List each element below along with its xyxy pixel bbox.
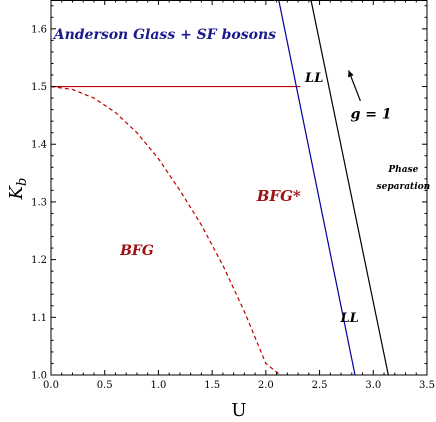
arrow-head bbox=[348, 70, 354, 78]
series-line-3 bbox=[278, 0, 356, 375]
y-tick-label: 1.6 bbox=[31, 24, 47, 35]
annotation-label: BFG bbox=[119, 243, 154, 259]
series-layer bbox=[51, 0, 389, 375]
x-tick-label: 3.5 bbox=[419, 380, 435, 391]
plot-frame bbox=[50, 0, 428, 376]
annotation-label: separation bbox=[377, 182, 431, 192]
y-axis-title-main: K bbox=[6, 185, 27, 201]
x-axis-title: U bbox=[231, 400, 246, 421]
annotation-label: g = 1 bbox=[351, 106, 392, 122]
x-tick-label: 2.5 bbox=[312, 380, 328, 391]
annotation-label: Phase bbox=[387, 165, 418, 175]
x-tick-label: 2.0 bbox=[258, 380, 274, 391]
tick-layer: 0.0 0.5 1.0 1.5 2.0 2.5 3.0 3.5 1.0 1.1 1.2 1.3 1.4 1… bbox=[31, 0, 435, 391]
y-tick-label: 1.0 bbox=[31, 371, 47, 382]
x-tick-label: 1.0 bbox=[150, 380, 166, 391]
y-axis-title-subscript: b bbox=[15, 178, 30, 186]
y-axis-title: Kb bbox=[6, 178, 30, 201]
series-line-4 bbox=[310, 0, 389, 375]
annotation-layer: Anderson Glass + SF bosons LL g = 1 Phase se… bbox=[52, 27, 430, 326]
y-tick-label: 1.4 bbox=[31, 140, 47, 151]
x-tick-label: 3.0 bbox=[365, 380, 381, 391]
annotation-label: LL bbox=[304, 71, 323, 86]
x-tick-label: 1.5 bbox=[204, 380, 220, 391]
y-tick-label: 1.1 bbox=[31, 313, 47, 324]
annotation-label: BFG* bbox=[256, 187, 301, 205]
x-tick-label: 0.0 bbox=[43, 380, 59, 391]
y-tick-label: 1.2 bbox=[31, 255, 47, 266]
y-tick-label: 1.5 bbox=[31, 82, 47, 93]
annotation-label: Anderson Glass + SF bosons bbox=[52, 27, 276, 43]
annotation-label: LL bbox=[340, 311, 359, 326]
series-line-2 bbox=[51, 85, 282, 375]
y-tick-label: 1.3 bbox=[31, 197, 47, 208]
x-tick-label: 0.5 bbox=[97, 380, 113, 391]
